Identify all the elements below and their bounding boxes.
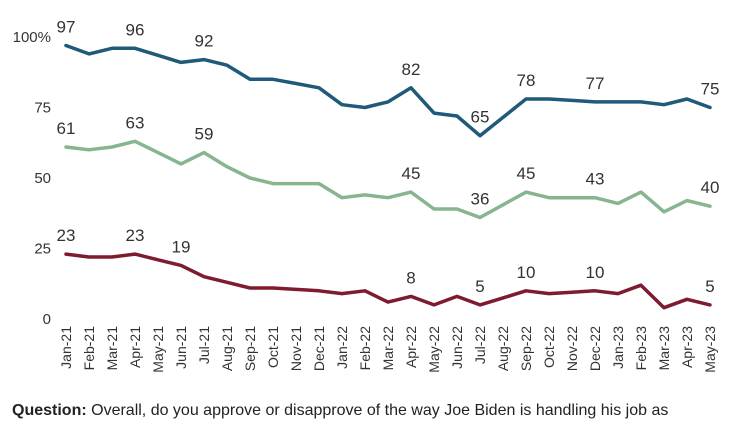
x-tick-label: Oct-21 bbox=[265, 326, 281, 368]
x-tick-label: Feb-23 bbox=[633, 326, 649, 371]
y-tick-label: 100% bbox=[13, 29, 51, 46]
question-body: Overall, do you approve or disapprove of… bbox=[86, 402, 669, 419]
x-tick-label: May-22 bbox=[426, 326, 442, 373]
data-label: 77 bbox=[586, 74, 605, 93]
y-axis: 100% 75 50 25 0 bbox=[13, 29, 51, 328]
x-tick-label: Sep-22 bbox=[518, 326, 534, 371]
y-tick-label: 75 bbox=[34, 100, 51, 117]
series-line-2 bbox=[64, 139, 712, 220]
x-axis: Jan-21 Feb-21 Mar-21 Apr-21 May-21 Jun-21 Jul-… bbox=[58, 326, 718, 373]
data-label: 10 bbox=[517, 263, 536, 282]
data-label: 45 bbox=[402, 164, 421, 183]
x-tick-label: Jan-21 bbox=[58, 326, 74, 369]
data-label: 97 bbox=[57, 17, 76, 36]
x-tick-label: Mar-23 bbox=[656, 326, 672, 371]
data-label: 5 bbox=[475, 277, 484, 296]
data-label: 19 bbox=[172, 237, 191, 256]
x-tick-label: Sep-21 bbox=[242, 326, 258, 371]
data-label: 43 bbox=[586, 170, 605, 189]
x-tick-label: Jan-22 bbox=[334, 326, 350, 369]
x-tick-label: Apr-23 bbox=[679, 326, 695, 368]
x-tick-label: Dec-21 bbox=[311, 326, 327, 371]
data-label: 63 bbox=[126, 113, 145, 132]
data-label: 82 bbox=[402, 60, 421, 79]
question-label: Question: bbox=[12, 402, 87, 419]
data-label: 10 bbox=[586, 263, 605, 282]
x-tick-label: Dec-22 bbox=[587, 326, 603, 371]
data-label: 40 bbox=[701, 178, 720, 197]
y-tick-label: 50 bbox=[34, 170, 51, 187]
x-tick-label: Mar-22 bbox=[380, 326, 396, 371]
series-lines bbox=[64, 43, 712, 310]
data-label: 61 bbox=[57, 119, 76, 138]
series-line-3 bbox=[64, 252, 712, 310]
x-tick-label: Mar-21 bbox=[104, 326, 120, 371]
data-label: 92 bbox=[195, 32, 214, 51]
y-tick-label: 0 bbox=[43, 311, 51, 328]
x-tick-label: Aug-22 bbox=[495, 326, 511, 371]
data-label: 23 bbox=[57, 226, 76, 245]
x-tick-label: Apr-22 bbox=[403, 326, 419, 368]
x-tick-label: Feb-21 bbox=[81, 326, 97, 371]
data-label: 59 bbox=[195, 125, 214, 144]
x-tick-label: Jan-23 bbox=[610, 326, 626, 369]
x-tick-label: Jun-21 bbox=[173, 326, 189, 369]
x-tick-label: May-23 bbox=[702, 326, 718, 373]
x-tick-label: Aug-21 bbox=[219, 326, 235, 371]
data-label: 78 bbox=[517, 71, 536, 90]
y-tick-label: 25 bbox=[34, 241, 51, 258]
data-label: 5 bbox=[705, 277, 714, 296]
data-label: 8 bbox=[406, 268, 415, 287]
x-tick-label: Oct-22 bbox=[541, 326, 557, 368]
question-text: Question: Overall, do you approve or dis… bbox=[12, 402, 668, 420]
approval-line-chart: 100% 75 50 25 0 Jan-21 Feb-21 Mar-21 Apr-21 May-… bbox=[13, 17, 720, 373]
x-tick-label: Jun-22 bbox=[449, 326, 465, 369]
data-label: 75 bbox=[701, 80, 720, 99]
data-label: 45 bbox=[517, 164, 536, 183]
x-tick-label: Nov-21 bbox=[288, 326, 304, 371]
data-label: 23 bbox=[126, 226, 145, 245]
x-tick-label: Feb-22 bbox=[357, 326, 373, 371]
data-label: 36 bbox=[471, 189, 490, 208]
data-label: 96 bbox=[126, 20, 145, 39]
x-tick-label: Apr-21 bbox=[127, 326, 143, 368]
x-tick-label: Nov-22 bbox=[564, 326, 580, 371]
data-labels: 97 96 92 82 65 78 77 75 61 63 59 45 36 45 43 40 23 23 19 8 5… bbox=[57, 17, 720, 295]
x-tick-label: Jul-21 bbox=[196, 326, 212, 364]
x-tick-label: May-21 bbox=[150, 326, 166, 373]
series-line-1 bbox=[64, 43, 712, 138]
data-label: 65 bbox=[471, 108, 490, 127]
x-tick-label: Jul-22 bbox=[472, 326, 488, 364]
